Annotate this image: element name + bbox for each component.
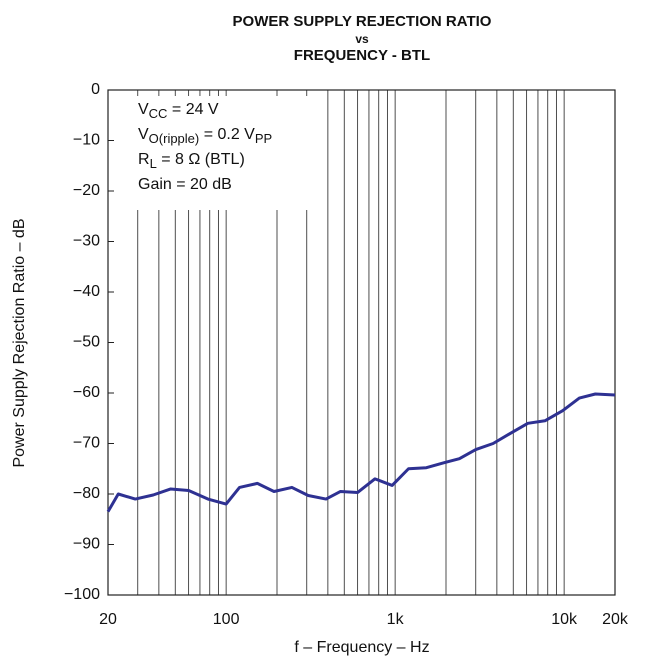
annotation-part: O(ripple)	[149, 131, 200, 146]
y-axis-label: Power Supply Rejection Ratio – dB	[11, 218, 28, 467]
y-tick-label: −20	[73, 182, 100, 199]
annotation-part: L	[150, 156, 157, 171]
x-tick-label: 1k	[387, 611, 405, 628]
y-tick-label: −60	[73, 384, 100, 401]
annotation-part: V	[138, 126, 149, 143]
annotation: VCC = 24 V	[138, 101, 219, 121]
y-tick-label: −10	[73, 132, 100, 149]
annotation-part: = 24 V	[167, 101, 218, 118]
chart-title: vs	[355, 32, 369, 46]
annotation-part: = 0.2 V	[199, 126, 255, 143]
x-tick-label: 10k	[551, 611, 578, 628]
chart-title: POWER SUPPLY REJECTION RATIO	[233, 13, 492, 30]
x-tick-label: 20	[99, 611, 117, 628]
x-axis-label: f – Frequency – Hz	[294, 639, 429, 656]
y-tick-label: −90	[73, 536, 100, 553]
y-tick-label: −70	[73, 435, 100, 452]
annotation-part: CC	[149, 106, 168, 121]
annotation-box	[130, 96, 320, 210]
annotation-part: = 8 Ω (BTL)	[157, 151, 245, 168]
annotation: VO(ripple) = 0.2 VPP	[138, 126, 272, 146]
y-tick-label: 0	[91, 81, 100, 98]
x-tick-label: 100	[213, 611, 240, 628]
data-line	[106, 392, 616, 513]
y-tick-label: −50	[73, 334, 100, 351]
annotation: RL = 8 Ω (BTL)	[138, 151, 245, 171]
annotation-part: V	[138, 101, 149, 118]
y-tick-label: −100	[64, 586, 100, 603]
annotation-part: Gain = 20 dB	[138, 176, 232, 193]
y-tick-label: −80	[73, 485, 100, 502]
y-tick-label: −40	[73, 283, 100, 300]
y-tick-label: −30	[73, 233, 100, 250]
annotation: Gain = 20 dB	[138, 176, 232, 193]
plot-frame	[107, 89, 616, 596]
annotation-part: R	[138, 151, 150, 168]
x-tick-label: 20k	[602, 611, 629, 628]
annotation-part: PP	[255, 131, 272, 146]
chart-title: FREQUENCY - BTL	[294, 47, 430, 64]
